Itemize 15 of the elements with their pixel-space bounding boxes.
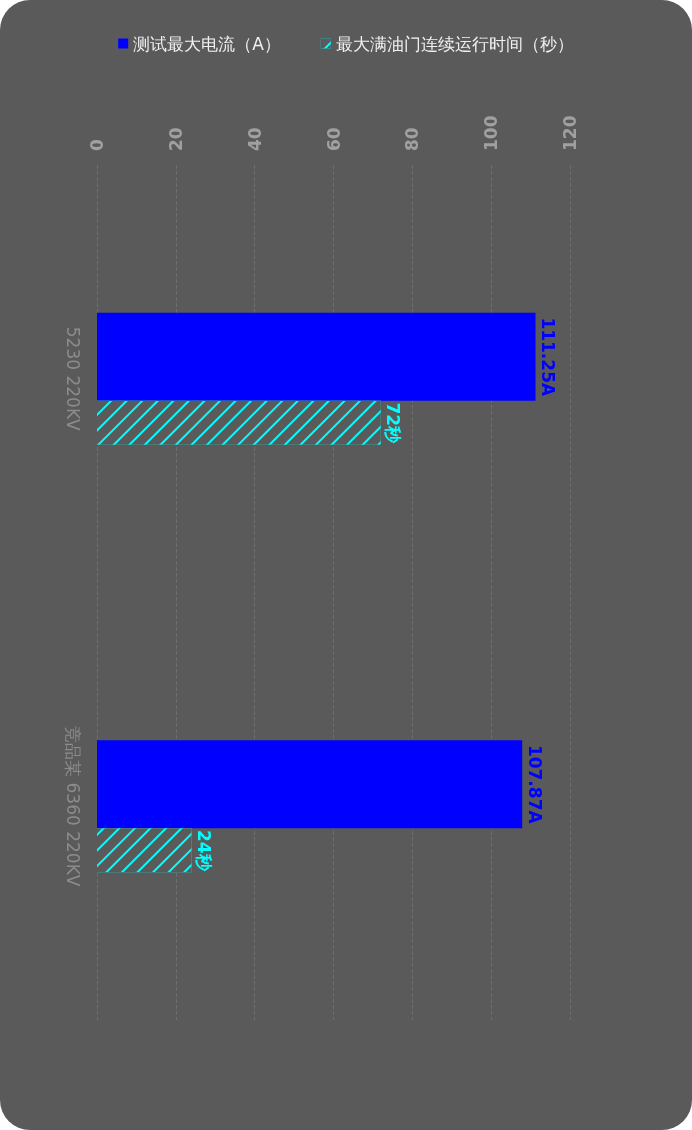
x-tick-label: 100 (481, 115, 502, 151)
data-label: 111.25A (538, 317, 559, 397)
bar (97, 740, 523, 829)
data-label: 24秒 (194, 829, 215, 872)
data-label: 107.87A (524, 744, 545, 825)
x-tick-label: 80 (402, 127, 423, 151)
bar (97, 312, 536, 401)
x-tick-label: 20 (165, 127, 186, 151)
data-label: 72秒 (383, 402, 404, 445)
x-tick-label: 120 (560, 115, 580, 151)
x-tick-label: 0 (87, 139, 107, 151)
x-tick-label: 60 (323, 127, 344, 151)
x-tick-label: 40 (244, 127, 265, 151)
legend-label: 测试最大电流（A） (133, 33, 281, 54)
legend-label: 最大满油门连续运行时间（秒） (335, 33, 574, 54)
